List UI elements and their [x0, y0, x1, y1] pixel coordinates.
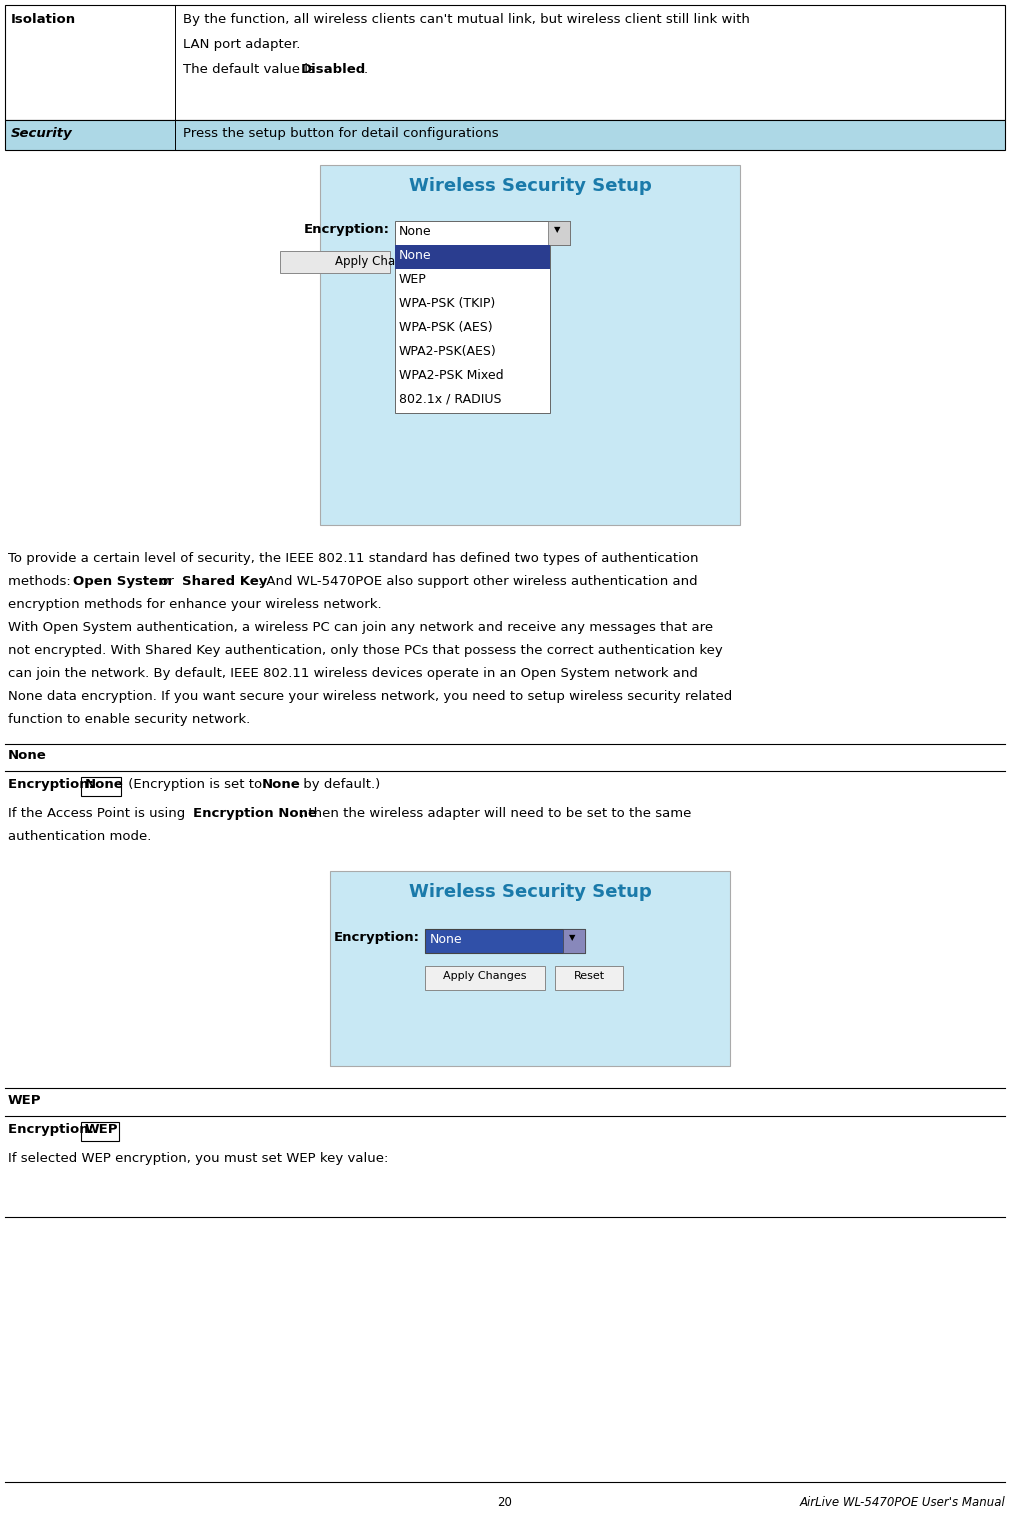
Bar [330, 871, 730, 1065]
Bar [81, 1122, 119, 1142]
Text: By the function, all wireless clients can't mutual link, but wireless client sti: By the function, all wireless clients ca… [183, 14, 749, 26]
Text: Encryption:: Encryption: [8, 1123, 99, 1135]
Bar [425, 928, 585, 953]
Text: WPA-PSK (TKIP): WPA-PSK (TKIP) [399, 297, 495, 310]
Text: With Open System authentication, a wireless PC can join any network and receive : With Open System authentication, a wirel… [8, 621, 713, 635]
Text: If the Access Point is using: If the Access Point is using [8, 807, 190, 820]
Text: To provide a certain level of security, the IEEE 802.11 standard has defined two: To provide a certain level of security, … [8, 552, 699, 565]
Text: Wireless Security Setup: Wireless Security Setup [409, 883, 651, 901]
Text: None: None [262, 778, 301, 791]
Text: WEP: WEP [399, 272, 427, 286]
Text: 802.1x / RADIUS: 802.1x / RADIUS [399, 393, 502, 406]
Text: AirLive WL-5470POE User's Manual: AirLive WL-5470POE User's Manual [799, 1496, 1005, 1508]
Text: Security: Security [11, 126, 73, 140]
Bar [425, 966, 545, 989]
Bar [5, 120, 1005, 151]
Text: WPA2-PSK(AES): WPA2-PSK(AES) [399, 345, 497, 358]
Text: Apply Cha: Apply Cha [335, 256, 395, 268]
Text: WPA2-PSK Mixed: WPA2-PSK Mixed [399, 368, 504, 382]
Text: The default value is: The default value is [183, 62, 319, 76]
Text: Disabled: Disabled [301, 62, 367, 76]
Text: ▼: ▼ [554, 225, 561, 234]
Text: Apply Changes: Apply Changes [443, 971, 527, 982]
Text: authentication mode.: authentication mode. [8, 829, 152, 843]
Bar [395, 221, 570, 245]
Text: Open System: Open System [73, 575, 172, 587]
Text: None: None [430, 933, 463, 947]
Bar [395, 245, 550, 269]
Text: If selected WEP encryption, you must set WEP key value:: If selected WEP encryption, you must set… [8, 1152, 389, 1164]
Text: None: None [399, 225, 431, 237]
Text: None data encryption. If you want secure your wireless network, you need to setu: None data encryption. If you want secure… [8, 689, 732, 703]
Bar [556, 966, 623, 989]
Text: can join the network. By default, IEEE 802.11 wireless devices operate in an Ope: can join the network. By default, IEEE 8… [8, 667, 698, 680]
Text: Press the setup button for detail configurations: Press the setup button for detail config… [183, 126, 499, 140]
Text: by default.): by default.) [299, 778, 380, 791]
Text: Reset: Reset [574, 971, 605, 982]
Text: methods:: methods: [8, 575, 75, 587]
Text: WPA-PSK (AES): WPA-PSK (AES) [399, 321, 493, 333]
Text: None: None [85, 778, 124, 791]
Bar [395, 245, 550, 412]
Text: . And WL-5470POE also support other wireless authentication and: . And WL-5470POE also support other wire… [258, 575, 698, 587]
Text: or: or [156, 575, 178, 587]
Text: LAN port adapter.: LAN port adapter. [183, 38, 300, 52]
Text: Encryption:: Encryption: [304, 224, 390, 236]
Text: None: None [399, 250, 431, 262]
Bar [280, 251, 390, 272]
Text: Encryption:: Encryption: [8, 778, 99, 791]
Bar [548, 221, 570, 245]
Text: , then the wireless adapter will need to be set to the same: , then the wireless adapter will need to… [300, 807, 692, 820]
Text: (Encryption is set to: (Encryption is set to [124, 778, 267, 791]
Bar [81, 778, 121, 796]
Text: ▼: ▼ [569, 933, 576, 942]
Text: Encryption None: Encryption None [193, 807, 317, 820]
Text: encryption methods for enhance your wireless network.: encryption methods for enhance your wire… [8, 598, 382, 610]
Text: .: . [364, 62, 368, 76]
Text: not encrypted. With Shared Key authentication, only those PCs that possess the c: not encrypted. With Shared Key authentic… [8, 644, 723, 658]
Text: 20: 20 [498, 1496, 512, 1508]
Text: Shared Key: Shared Key [182, 575, 268, 587]
Text: None: None [8, 749, 46, 763]
Text: WEP: WEP [85, 1123, 118, 1135]
Text: function to enable security network.: function to enable security network. [8, 712, 250, 726]
Text: Encryption:: Encryption: [334, 931, 420, 944]
Text: Wireless Security Setup: Wireless Security Setup [409, 177, 651, 195]
Bar [563, 928, 585, 953]
Text: Isolation: Isolation [11, 14, 76, 26]
Text: WEP: WEP [8, 1094, 41, 1106]
Bar [320, 164, 740, 525]
Bar [5, 5, 1005, 120]
